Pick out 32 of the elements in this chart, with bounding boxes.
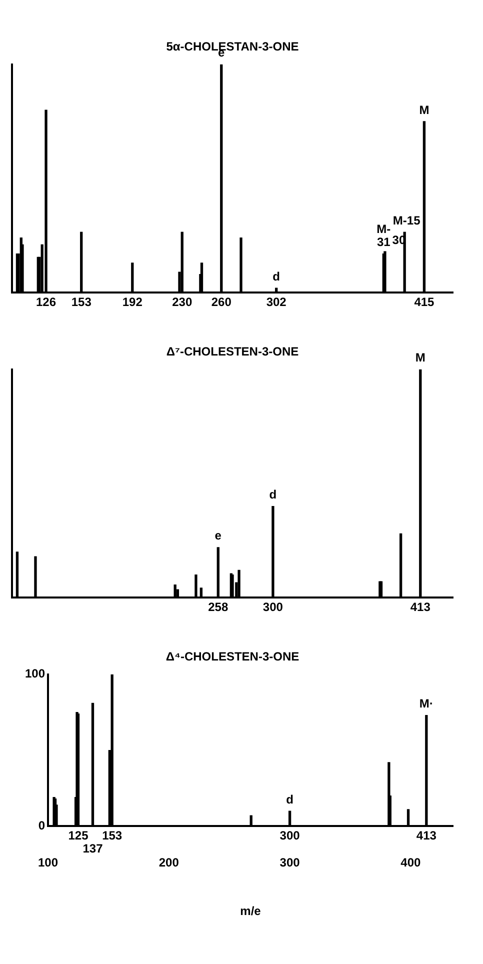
x-tick-label: 153 <box>71 295 92 310</box>
x-tick-label: 100 <box>38 856 58 870</box>
annotation: M <box>419 102 430 117</box>
annotation: M <box>415 350 426 365</box>
x-tick-label: 258 <box>208 600 228 614</box>
x-tick-label: 300 <box>262 600 284 614</box>
x-tick-label: 192 <box>122 295 143 310</box>
annotation: 413 <box>416 828 437 843</box>
annotation: M- 31 <box>376 222 391 250</box>
chart-title: Δ⁷-CHOLESTEN-3-ONE <box>166 344 299 359</box>
x-tick-label: 400 <box>400 856 422 870</box>
y-tick-label: 0 <box>38 818 46 833</box>
x-tick-label: 413 <box>410 600 431 614</box>
x-tick-label: 302 <box>266 295 287 310</box>
chart-title: Δ⁴-CHOLESTEN-3-ONE <box>166 650 300 664</box>
x-tick-label: 415 <box>414 295 435 310</box>
x-tick-label: 300 <box>280 856 300 870</box>
x-tick-label: 230 <box>172 295 192 310</box>
x-tick-label: 260 <box>211 295 232 310</box>
annotation: d <box>269 488 277 502</box>
annotation: e <box>214 528 222 543</box>
annotation: 153 <box>102 828 122 843</box>
annotation: M· <box>419 696 434 711</box>
annotation: d <box>286 792 294 806</box>
x-tick-label: 126 <box>36 295 56 310</box>
annotation: d <box>272 269 280 284</box>
annotation: M-15 <box>392 213 421 228</box>
x-axis-title: m/e <box>240 904 262 918</box>
annotation: 125 <box>68 828 89 843</box>
annotation: 137 <box>82 842 104 856</box>
x-tick-label: 200 <box>158 856 180 870</box>
annotation: 300 <box>280 828 300 843</box>
